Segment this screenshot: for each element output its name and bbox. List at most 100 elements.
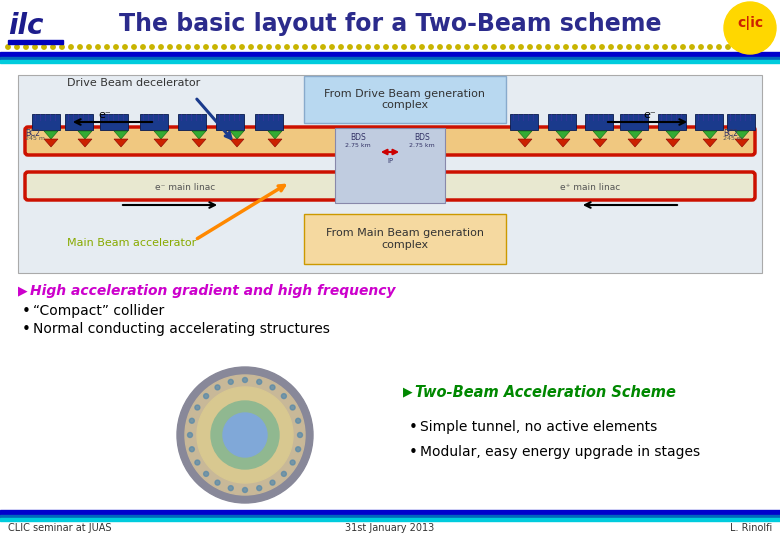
Circle shape — [537, 45, 541, 49]
Circle shape — [294, 45, 298, 49]
Circle shape — [393, 45, 397, 49]
Circle shape — [356, 45, 361, 49]
Circle shape — [51, 45, 55, 49]
Text: e⁻: e⁻ — [98, 110, 112, 120]
Circle shape — [229, 485, 233, 491]
Circle shape — [636, 45, 640, 49]
Polygon shape — [518, 139, 532, 147]
Circle shape — [229, 380, 233, 384]
Circle shape — [150, 45, 154, 49]
Circle shape — [195, 460, 200, 465]
Bar — [178, 114, 206, 130]
Circle shape — [555, 45, 559, 49]
Circle shape — [411, 45, 415, 49]
Circle shape — [213, 45, 217, 49]
Polygon shape — [518, 131, 532, 139]
Circle shape — [267, 45, 271, 49]
Polygon shape — [44, 139, 58, 147]
Text: •: • — [22, 322, 31, 337]
Polygon shape — [154, 139, 168, 147]
Circle shape — [519, 45, 523, 49]
Circle shape — [681, 45, 685, 49]
Circle shape — [285, 45, 289, 49]
Text: e⁻: e⁻ — [644, 110, 657, 120]
Bar — [620, 114, 648, 130]
Circle shape — [33, 45, 37, 49]
Circle shape — [609, 45, 613, 49]
Circle shape — [190, 447, 194, 452]
Circle shape — [222, 45, 226, 49]
Circle shape — [707, 45, 712, 49]
Circle shape — [257, 485, 262, 491]
FancyBboxPatch shape — [25, 172, 755, 200]
Circle shape — [204, 471, 208, 476]
Circle shape — [223, 413, 267, 457]
Circle shape — [297, 433, 303, 437]
Polygon shape — [78, 139, 92, 147]
Circle shape — [231, 45, 236, 49]
Circle shape — [420, 45, 424, 49]
Circle shape — [204, 394, 208, 399]
Circle shape — [5, 45, 10, 49]
Circle shape — [282, 394, 286, 399]
Circle shape — [239, 45, 244, 49]
Circle shape — [197, 387, 293, 483]
Text: BC2: BC2 — [25, 129, 40, 138]
Circle shape — [699, 45, 704, 49]
Circle shape — [573, 45, 577, 49]
Bar — [0, 57, 780, 60]
Text: 2.75 km: 2.75 km — [345, 143, 370, 148]
Circle shape — [96, 45, 100, 49]
Bar — [0, 60, 780, 63]
Polygon shape — [628, 139, 642, 147]
Bar — [695, 114, 723, 130]
Circle shape — [366, 45, 370, 49]
FancyArrowPatch shape — [383, 150, 397, 154]
Circle shape — [330, 45, 334, 49]
Text: BC2: BC2 — [723, 129, 738, 138]
Circle shape — [465, 45, 470, 49]
Circle shape — [501, 45, 505, 49]
Circle shape — [744, 45, 748, 49]
Circle shape — [753, 45, 757, 49]
Polygon shape — [78, 131, 92, 139]
Text: From Drive Beam generation
complex: From Drive Beam generation complex — [324, 89, 485, 110]
Text: BDS: BDS — [350, 133, 366, 142]
Text: Modular, easy energy upgrade in stages: Modular, easy energy upgrade in stages — [420, 445, 700, 459]
Polygon shape — [703, 139, 717, 147]
Text: “Compact” collider: “Compact” collider — [33, 304, 165, 318]
Circle shape — [195, 405, 200, 410]
Circle shape — [204, 45, 208, 49]
Text: e⁻ main linac: e⁻ main linac — [155, 183, 215, 192]
Circle shape — [312, 45, 316, 49]
Circle shape — [60, 45, 64, 49]
Bar — [548, 114, 576, 130]
Polygon shape — [735, 131, 749, 139]
Text: 245 m: 245 m — [25, 136, 45, 141]
Text: 2.75 km: 2.75 km — [410, 143, 435, 148]
Circle shape — [114, 45, 119, 49]
Text: Drive Beam decelerator: Drive Beam decelerator — [67, 78, 200, 88]
Circle shape — [672, 45, 676, 49]
Polygon shape — [114, 139, 128, 147]
Polygon shape — [114, 131, 128, 139]
Polygon shape — [703, 131, 717, 139]
Bar — [727, 114, 755, 130]
Circle shape — [654, 45, 658, 49]
Text: •: • — [409, 420, 418, 435]
Polygon shape — [44, 131, 58, 139]
Circle shape — [348, 45, 353, 49]
Bar — [18, 75, 762, 273]
Text: L. Rinolfi: L. Rinolfi — [730, 523, 772, 533]
Circle shape — [282, 471, 286, 476]
Text: The basic layout for a Two-Beam scheme: The basic layout for a Two-Beam scheme — [119, 12, 661, 36]
Circle shape — [456, 45, 460, 49]
Circle shape — [726, 45, 730, 49]
Circle shape — [510, 45, 514, 49]
Text: Simple tunnel, no active elements: Simple tunnel, no active elements — [420, 420, 658, 434]
Bar — [658, 114, 686, 130]
Polygon shape — [192, 131, 206, 139]
Polygon shape — [268, 131, 282, 139]
Circle shape — [627, 45, 631, 49]
Bar — [8, 40, 63, 44]
